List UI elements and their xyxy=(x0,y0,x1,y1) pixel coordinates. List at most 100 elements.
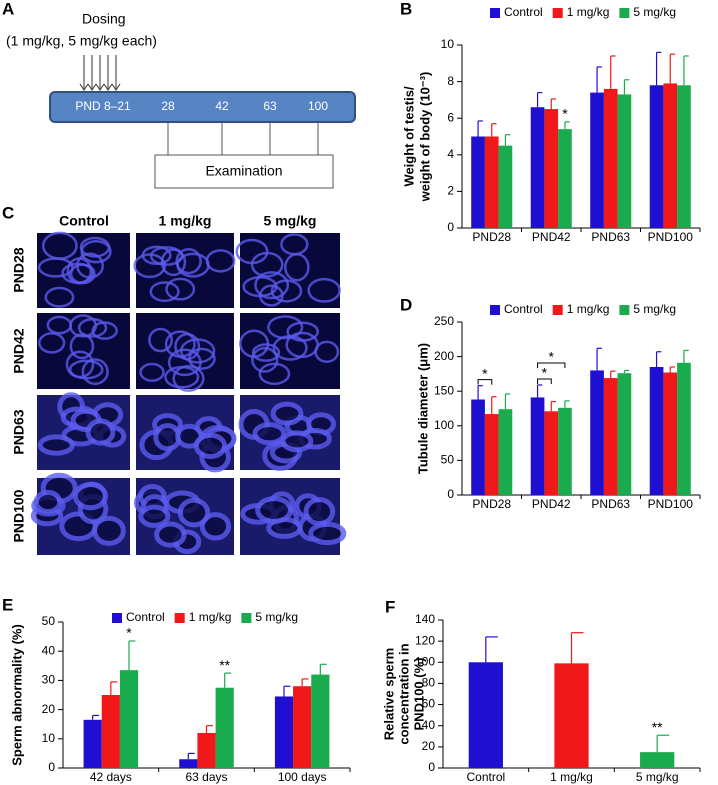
legend-label: 5 mg/kg xyxy=(633,5,676,19)
timeline-label: 28 xyxy=(161,99,175,113)
x-tick-label: PND63 xyxy=(591,497,630,511)
timeline-label: 63 xyxy=(263,99,277,113)
bar xyxy=(293,686,312,768)
x-tick-label: 100 days xyxy=(278,770,327,784)
significance-mark: * xyxy=(126,625,132,641)
examination-label: Examination xyxy=(205,163,282,179)
bar xyxy=(558,129,572,228)
bar xyxy=(530,397,545,495)
column-header: 1 mg/kg xyxy=(159,213,212,229)
panel-letter: D xyxy=(400,295,412,314)
tubule xyxy=(149,281,180,303)
tubule xyxy=(138,504,171,528)
significance-mark: * xyxy=(542,365,548,381)
tubule xyxy=(148,327,173,353)
x-tick-label: 1 mg/kg xyxy=(550,770,593,784)
y-axis-label: Relative sperm xyxy=(381,648,396,741)
tubule xyxy=(177,497,211,528)
dosing-arrows xyxy=(79,55,121,92)
bar xyxy=(544,109,559,228)
x-tick-label: 5 mg/kg xyxy=(636,770,679,784)
y-tick-label: 2 xyxy=(447,184,454,198)
y-tick-label: 150 xyxy=(434,383,454,397)
y-tick-label: 140 xyxy=(415,612,435,626)
y-tick-label: 100 xyxy=(415,654,435,668)
bar xyxy=(484,136,499,228)
y-tick-label: 40 xyxy=(422,718,436,732)
y-axis-label: PND100 (%) xyxy=(411,658,426,731)
bar xyxy=(197,732,216,768)
row-header: PND42 xyxy=(11,328,27,373)
bar xyxy=(677,85,691,228)
y-tick-label: 4 xyxy=(447,147,454,161)
bar xyxy=(119,670,139,768)
tubule xyxy=(172,365,205,392)
y-axis-label: weight of body (10⁻³) xyxy=(417,72,432,203)
bar xyxy=(468,662,503,768)
y-tick-label: 10 xyxy=(42,731,56,745)
y-tick-label: 0 xyxy=(48,760,55,774)
legend-swatch xyxy=(174,613,185,623)
panel-letter: C xyxy=(2,203,14,222)
tubule xyxy=(251,346,279,373)
legend-label: 5 mg/kg xyxy=(255,610,298,624)
tubule xyxy=(68,359,104,380)
tubule xyxy=(242,276,278,298)
bar xyxy=(471,136,485,228)
legend-swatch xyxy=(241,613,252,623)
y-tick-label: 20 xyxy=(42,702,56,716)
tubule xyxy=(69,333,95,360)
row-header: PND63 xyxy=(11,409,27,454)
bar xyxy=(179,759,198,768)
y-tick-label: 10 xyxy=(441,37,455,51)
tubule xyxy=(251,343,281,362)
timeline-label: PND 8–21 xyxy=(75,99,131,113)
bar xyxy=(498,409,513,495)
bar xyxy=(544,411,559,495)
tubule xyxy=(37,257,74,278)
y-tick-label: 100 xyxy=(434,418,454,432)
x-tick-label: Control xyxy=(466,770,505,784)
significance-bracket xyxy=(477,379,493,385)
legend-label: 5 mg/kg xyxy=(633,302,676,316)
panel-letter: B xyxy=(400,0,412,18)
bar xyxy=(677,362,691,495)
legend-label: 1 mg/kg xyxy=(567,5,610,19)
bar xyxy=(603,88,618,228)
tubule xyxy=(61,262,94,284)
x-tick-label: 42 days xyxy=(90,770,132,784)
y-axis-label: concentration in xyxy=(396,643,411,744)
tubule xyxy=(307,277,341,303)
x-tick-label: 63 days xyxy=(185,770,227,784)
bar xyxy=(640,752,675,768)
significance-mark: * xyxy=(562,106,568,122)
dose-note: (1 mg/kg, 5 mg/kg each) xyxy=(6,33,157,49)
tubule xyxy=(258,362,291,386)
y-tick-label: 50 xyxy=(42,614,56,628)
bar xyxy=(498,145,513,228)
bar xyxy=(558,407,572,495)
tubule xyxy=(284,253,310,282)
tubule xyxy=(167,348,202,377)
y-axis-label: Sperm abnormality (%) xyxy=(9,624,24,766)
y-tick-label: 0 xyxy=(447,220,454,234)
y-tick-label: 80 xyxy=(422,676,436,690)
tubule xyxy=(254,271,290,300)
y-tick-label: 6 xyxy=(447,110,454,124)
tubule xyxy=(314,340,340,364)
y-tick-label: 8 xyxy=(447,74,454,88)
examination-box xyxy=(154,154,334,189)
tubule xyxy=(205,249,236,273)
x-tick-label: PND28 xyxy=(472,230,511,244)
x-tick-label: PND42 xyxy=(532,230,571,244)
bar xyxy=(590,92,604,228)
tubule xyxy=(92,515,126,546)
significance-bracket xyxy=(537,362,566,368)
tubule xyxy=(149,246,184,266)
significance-mark: ** xyxy=(219,657,230,673)
y-tick-label: 120 xyxy=(415,633,435,647)
y-tick-label: 20 xyxy=(422,739,436,753)
x-tick-label: PND42 xyxy=(532,497,571,511)
legend-swatch xyxy=(112,613,122,623)
bar xyxy=(663,372,678,495)
